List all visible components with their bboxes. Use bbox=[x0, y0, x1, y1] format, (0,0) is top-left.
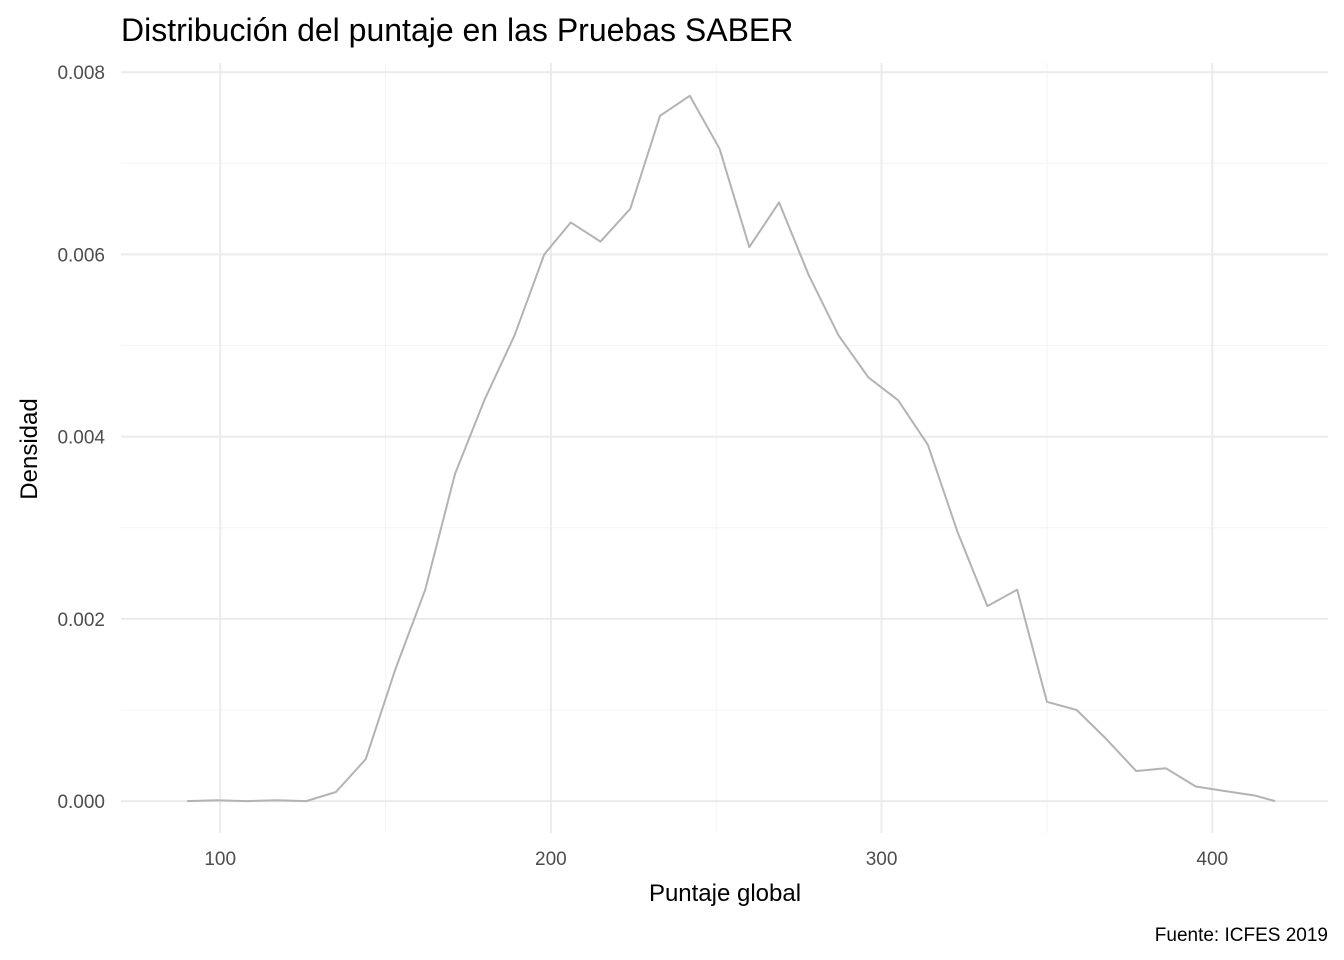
major-gridlines bbox=[121, 63, 1328, 833]
x-tick-label: 200 bbox=[535, 849, 567, 870]
density-series bbox=[187, 94, 1276, 803]
chart-title: Distribución del puntaje en las Pruebas … bbox=[121, 12, 793, 48]
y-tick-label: 0.000 bbox=[57, 792, 105, 813]
x-tick-label: 100 bbox=[204, 849, 236, 870]
x-axis-ticks: 100 200 300 400 bbox=[204, 849, 1228, 870]
y-tick-label: 0.002 bbox=[57, 610, 105, 631]
x-tick-label: 300 bbox=[866, 849, 898, 870]
y-tick-label: 0.008 bbox=[57, 63, 105, 84]
chart-caption: Fuente: ICFES 2019 bbox=[1155, 925, 1328, 946]
y-axis-ticks: 0.000 0.002 0.004 0.006 0.008 bbox=[57, 63, 105, 813]
density-line bbox=[187, 94, 1276, 803]
y-tick-label: 0.006 bbox=[57, 245, 105, 266]
x-tick-label: 400 bbox=[1196, 849, 1228, 870]
y-tick-label: 0.004 bbox=[57, 428, 105, 449]
y-axis-title: Densidad bbox=[16, 398, 43, 499]
minor-gridlines bbox=[121, 63, 1328, 833]
x-axis-title: Puntaje global bbox=[649, 880, 801, 907]
